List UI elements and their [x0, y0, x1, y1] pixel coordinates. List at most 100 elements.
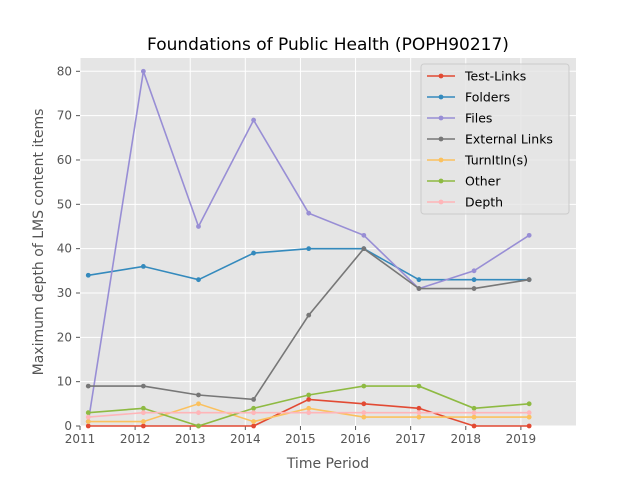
- y-tick-label: 70: [57, 109, 72, 123]
- y-tick-label: 40: [57, 242, 72, 256]
- data-point-test-links: [416, 405, 422, 411]
- data-point-folders: [416, 277, 422, 283]
- x-tick-label: 2012: [120, 432, 151, 446]
- data-point-turnitin-s: [306, 405, 312, 411]
- data-point-external-links: [306, 312, 312, 318]
- x-tick-label: 2011: [65, 432, 96, 446]
- data-point-depth: [526, 410, 532, 416]
- data-point-turnitin-s: [361, 414, 367, 420]
- legend-marker: [438, 115, 444, 121]
- data-point-external-links: [526, 277, 532, 283]
- chart-title: Foundations of Public Health (POPH90217): [147, 35, 509, 55]
- y-tick-label: 80: [57, 64, 72, 78]
- data-point-other: [526, 401, 532, 407]
- data-point-depth: [196, 410, 201, 416]
- data-point-external-links: [251, 396, 256, 402]
- data-point-folders: [306, 246, 312, 252]
- y-tick-label: 20: [57, 330, 72, 344]
- data-point-turnitin-s: [85, 419, 91, 424]
- legend-marker: [438, 178, 444, 184]
- legend-item-folders: Folders: [427, 90, 510, 105]
- legend-label: Test-Links: [464, 69, 526, 84]
- legend-item-test-links: Test-Links: [427, 69, 526, 84]
- data-point-depth: [306, 410, 312, 416]
- series-other: [85, 383, 532, 429]
- x-tick-label: 2016: [340, 432, 371, 446]
- data-point-external-links: [196, 392, 201, 398]
- y-tick-label: 60: [57, 153, 72, 167]
- x-tick-label: 2019: [506, 432, 537, 446]
- y-tick-label: 0: [64, 419, 72, 433]
- legend-item-other: Other: [427, 174, 501, 189]
- data-point-folders: [85, 272, 91, 278]
- data-point-other: [361, 383, 367, 389]
- x-tick-label: 2014: [230, 432, 261, 446]
- data-point-external-links: [140, 383, 146, 389]
- data-point-files: [196, 224, 201, 229]
- y-tick-label: 30: [57, 286, 72, 300]
- data-point-files: [361, 232, 367, 238]
- data-point-files: [471, 268, 477, 274]
- data-point-depth: [85, 414, 91, 420]
- legend-box: [420, 63, 570, 215]
- data-point-test-links: [361, 401, 367, 407]
- data-point-other: [471, 405, 477, 411]
- legend-label: Depth: [465, 195, 503, 210]
- series-group: [85, 68, 532, 429]
- data-point-other: [140, 405, 146, 411]
- data-point-depth: [361, 410, 367, 416]
- data-point-other: [85, 410, 91, 416]
- data-point-depth: [140, 410, 146, 416]
- y-tick-label: 10: [57, 375, 72, 389]
- y-tick-label: 50: [57, 197, 72, 211]
- legend-marker: [438, 199, 444, 205]
- data-point-folders: [471, 277, 477, 283]
- data-point-turnitin-s: [251, 419, 256, 424]
- legend-item-depth: Depth: [427, 195, 503, 210]
- data-point-depth: [251, 410, 256, 416]
- x-tick-label: 2013: [175, 432, 206, 446]
- data-point-turnitin-s: [196, 401, 201, 407]
- data-point-test-links: [471, 423, 477, 429]
- legend-label: TurnItIn(s): [464, 153, 528, 168]
- data-point-turnitin-s: [526, 414, 532, 420]
- data-point-depth: [471, 410, 477, 416]
- series-turnitin-s: [85, 401, 532, 424]
- data-point-other: [306, 392, 312, 398]
- x-axis-ticks: 2011 2012 2013 2014 2015 2016 2017 2018 2019: [65, 426, 536, 446]
- legend-label: Folders: [465, 90, 510, 105]
- data-point-folders: [140, 263, 146, 269]
- data-point-external-links: [471, 286, 477, 291]
- legend-item-files: Files: [427, 111, 492, 126]
- data-point-other: [416, 383, 422, 389]
- data-point-other: [196, 423, 201, 429]
- data-point-test-links: [85, 423, 91, 429]
- data-point-files: [140, 68, 146, 74]
- legend-marker: [438, 136, 444, 142]
- data-point-folders: [251, 250, 256, 256]
- x-axis-label: Time Period: [286, 456, 369, 472]
- x-tick-label: 2015: [285, 432, 316, 446]
- legend-label: External Links: [465, 132, 553, 147]
- data-point-turnitin-s: [471, 414, 477, 420]
- data-point-turnitin-s: [140, 419, 146, 424]
- data-point-test-links: [251, 423, 256, 429]
- legend: Test-Links Folders Files External Links Turn…: [420, 63, 570, 215]
- x-tick-label: 2017: [395, 432, 426, 446]
- y-axis-label: Maximum depth of LMS content items: [31, 109, 47, 376]
- data-point-folders: [196, 277, 201, 283]
- legend-marker: [438, 73, 444, 79]
- series-depth: [85, 410, 532, 420]
- legend-label: Other: [465, 174, 501, 189]
- legend-item-turnitin-s: TurnItIn(s): [427, 153, 528, 168]
- legend-marker: [438, 157, 444, 163]
- data-point-files: [251, 117, 256, 123]
- data-point-test-links: [140, 423, 146, 429]
- data-point-external-links: [85, 383, 91, 389]
- data-point-files: [526, 232, 532, 238]
- series-external-links: [85, 246, 532, 402]
- data-point-other: [251, 405, 256, 411]
- legend-marker: [438, 94, 444, 100]
- data-point-external-links: [361, 246, 367, 252]
